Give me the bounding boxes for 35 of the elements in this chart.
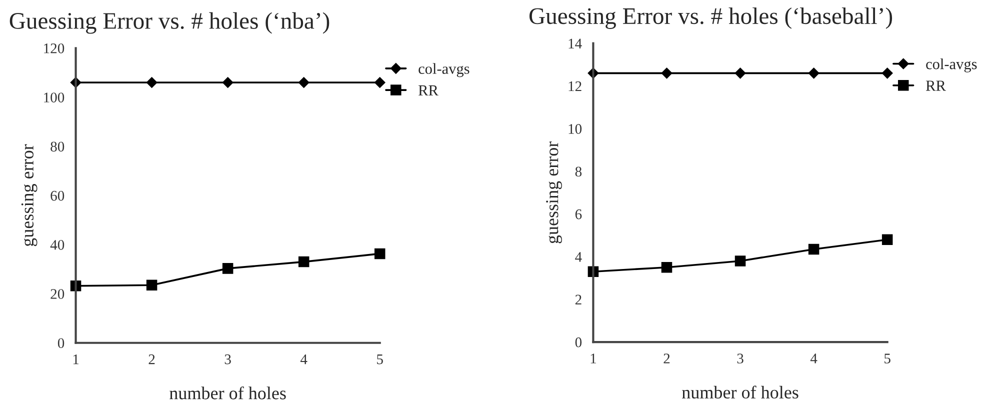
x-tick-label: 1 bbox=[590, 354, 596, 364]
chart-title: Guessing Error vs. # holes (‘nba’) bbox=[10, 12, 330, 34]
legend-label: RR bbox=[418, 85, 438, 96]
x-tick-label: 5 bbox=[377, 354, 383, 364]
y-axis-title: guessing error bbox=[546, 141, 562, 244]
x-axis-title: number of holes bbox=[682, 386, 798, 399]
y-tick-label: 80 bbox=[50, 142, 64, 152]
x-tick-label: 2 bbox=[148, 354, 155, 364]
y-tick-label: 60 bbox=[50, 190, 64, 201]
x-axis-title: number of holes bbox=[170, 386, 286, 400]
y-tick-label: 0 bbox=[58, 338, 64, 348]
y-tick-label: 4 bbox=[575, 252, 582, 262]
y-tick-label: 2 bbox=[575, 294, 582, 304]
x-tick-label: 4 bbox=[810, 354, 818, 364]
y-tick-label: 6 bbox=[575, 209, 582, 220]
chart-title: Guessing Error vs. # holes (‘baseball’) bbox=[529, 7, 892, 29]
y-tick-label: 14 bbox=[568, 38, 582, 48]
y-axis-title: guessing error bbox=[21, 144, 38, 246]
x-tick-label: 3 bbox=[737, 354, 744, 364]
x-tick-label: 3 bbox=[224, 354, 231, 364]
y-tick-label: 8 bbox=[575, 166, 582, 177]
y-tick-label: 10 bbox=[568, 124, 582, 134]
x-tick-label: 1 bbox=[73, 354, 79, 364]
y-tick-label: 40 bbox=[50, 240, 64, 250]
y-tick-label: 12 bbox=[568, 81, 582, 92]
legend-label: col-avgs bbox=[926, 58, 977, 72]
x-tick-label: 5 bbox=[884, 354, 890, 364]
y-tick-label: 100 bbox=[44, 92, 64, 102]
x-tick-label: 2 bbox=[664, 354, 670, 364]
y-tick-label: 20 bbox=[50, 289, 64, 299]
x-tick-label: 4 bbox=[300, 354, 308, 364]
y-tick-label: 0 bbox=[575, 337, 582, 348]
legend-label: col-avgs bbox=[418, 63, 470, 78]
legend-label: RR bbox=[926, 80, 946, 91]
y-tick-label: 120 bbox=[44, 43, 64, 54]
